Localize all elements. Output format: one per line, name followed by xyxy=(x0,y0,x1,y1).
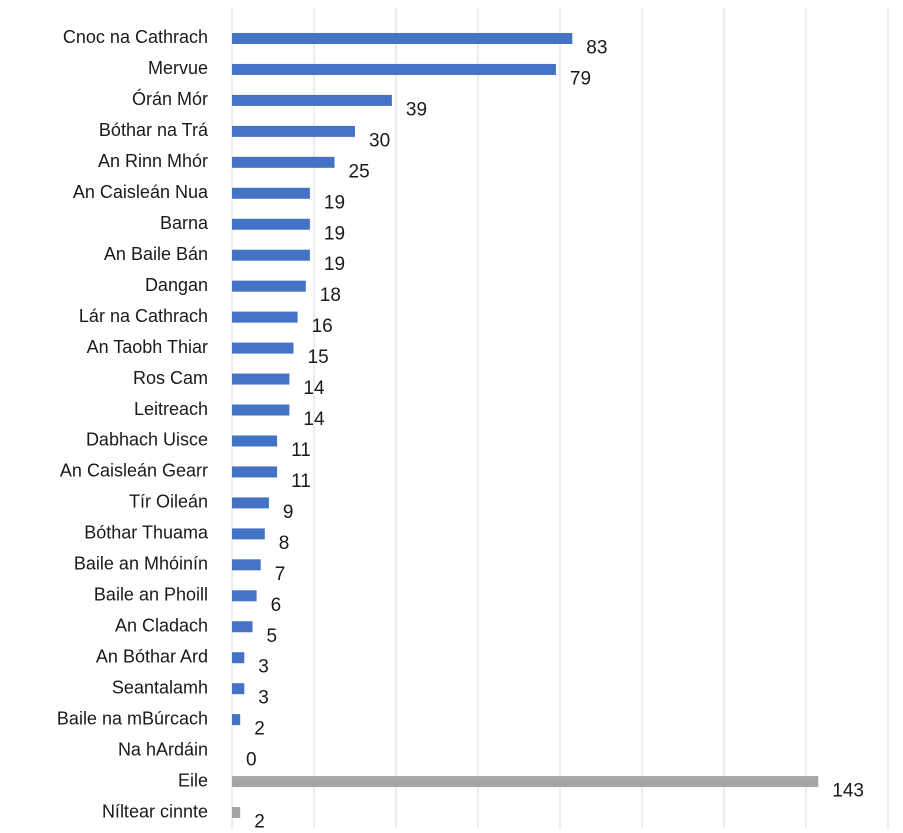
data-label: 3 xyxy=(258,688,269,709)
data-label: 5 xyxy=(267,626,278,647)
bar xyxy=(232,63,556,75)
bar xyxy=(232,590,257,602)
category-label: An Cladach xyxy=(115,616,208,636)
category-label: An Baile Bán xyxy=(104,244,208,264)
data-label: 83 xyxy=(586,37,607,58)
bar xyxy=(232,280,306,292)
data-label: 7 xyxy=(275,564,286,585)
data-label: 9 xyxy=(283,502,294,523)
category-label: Bóthar na Trá xyxy=(99,120,209,140)
data-label: 19 xyxy=(324,223,345,244)
category-label: Órán Mór xyxy=(132,88,208,109)
category-label: An Caisleán Nua xyxy=(73,182,209,202)
bar xyxy=(232,714,241,726)
bar xyxy=(232,435,278,447)
data-label: 2 xyxy=(254,719,265,740)
data-label: 79 xyxy=(570,68,591,89)
data-label: 19 xyxy=(324,192,345,213)
bar xyxy=(232,187,310,199)
data-label: 3 xyxy=(258,657,269,678)
data-label: 16 xyxy=(312,316,333,337)
data-label: 2 xyxy=(254,812,265,833)
bar xyxy=(232,94,392,106)
category-label: Dangan xyxy=(145,275,208,295)
bar xyxy=(232,125,355,137)
category-label: An Rinn Mhór xyxy=(98,151,208,171)
data-label: 30 xyxy=(369,130,390,151)
bar xyxy=(232,776,819,788)
bar xyxy=(232,621,253,633)
data-label: 14 xyxy=(303,409,325,430)
category-label: Ros Cam xyxy=(133,368,208,388)
data-label: 6 xyxy=(271,595,282,616)
bar xyxy=(232,311,298,323)
data-label: 8 xyxy=(279,533,290,554)
bar xyxy=(232,807,241,819)
bar xyxy=(232,156,335,168)
data-label: 14 xyxy=(303,378,325,399)
category-label: Mervue xyxy=(148,58,208,78)
data-label: 11 xyxy=(291,440,311,461)
bar xyxy=(232,249,310,261)
category-label: Baile an Phoill xyxy=(94,585,208,605)
bar xyxy=(232,32,573,44)
category-label: Leitreach xyxy=(134,399,208,419)
bar xyxy=(232,373,290,385)
bar xyxy=(232,528,265,540)
bar xyxy=(232,559,261,571)
bar xyxy=(232,342,294,354)
bar xyxy=(232,683,245,695)
data-label: 15 xyxy=(308,347,329,368)
data-label: 25 xyxy=(349,161,370,182)
value-labels: 8379393025191919181615141411119876533201… xyxy=(246,37,864,832)
category-label: Seantalamh xyxy=(112,677,208,697)
category-label: Baile an Mhóinín xyxy=(74,554,208,574)
data-label: 18 xyxy=(320,285,341,306)
category-label: Tír Oileán xyxy=(129,492,208,512)
category-label: Eile xyxy=(178,770,208,790)
category-label: Cnoc na Cathrach xyxy=(63,27,208,47)
gridlines xyxy=(231,8,889,828)
category-labels: Cnoc na Cathrach Mervue Órán Mór Bóthar na … xyxy=(57,27,209,821)
bar xyxy=(232,652,245,664)
category-label: An Taobh Thiar xyxy=(87,337,208,357)
data-label: 39 xyxy=(406,99,427,120)
data-label: 0 xyxy=(246,750,257,771)
category-label: Barna xyxy=(160,213,209,233)
data-label: 143 xyxy=(832,781,864,802)
category-label: Bóthar Thuama xyxy=(84,523,209,543)
bar xyxy=(232,497,269,509)
category-label: Lár na Cathrach xyxy=(79,306,208,326)
category-label: Baile na mBúrcach xyxy=(57,708,208,728)
category-label: Dabhach Uisce xyxy=(86,430,208,450)
category-label: An Bóthar Ard xyxy=(96,646,208,666)
bar xyxy=(232,466,278,478)
bar xyxy=(232,218,310,230)
data-label: 11 xyxy=(291,471,311,492)
bars xyxy=(232,32,819,819)
data-label: 19 xyxy=(324,254,345,275)
category-label: An Caisleán Gearr xyxy=(60,461,208,481)
category-label: Na hArdáin xyxy=(118,739,208,759)
bar xyxy=(232,404,290,416)
category-label: Níltear cinnte xyxy=(102,801,208,821)
